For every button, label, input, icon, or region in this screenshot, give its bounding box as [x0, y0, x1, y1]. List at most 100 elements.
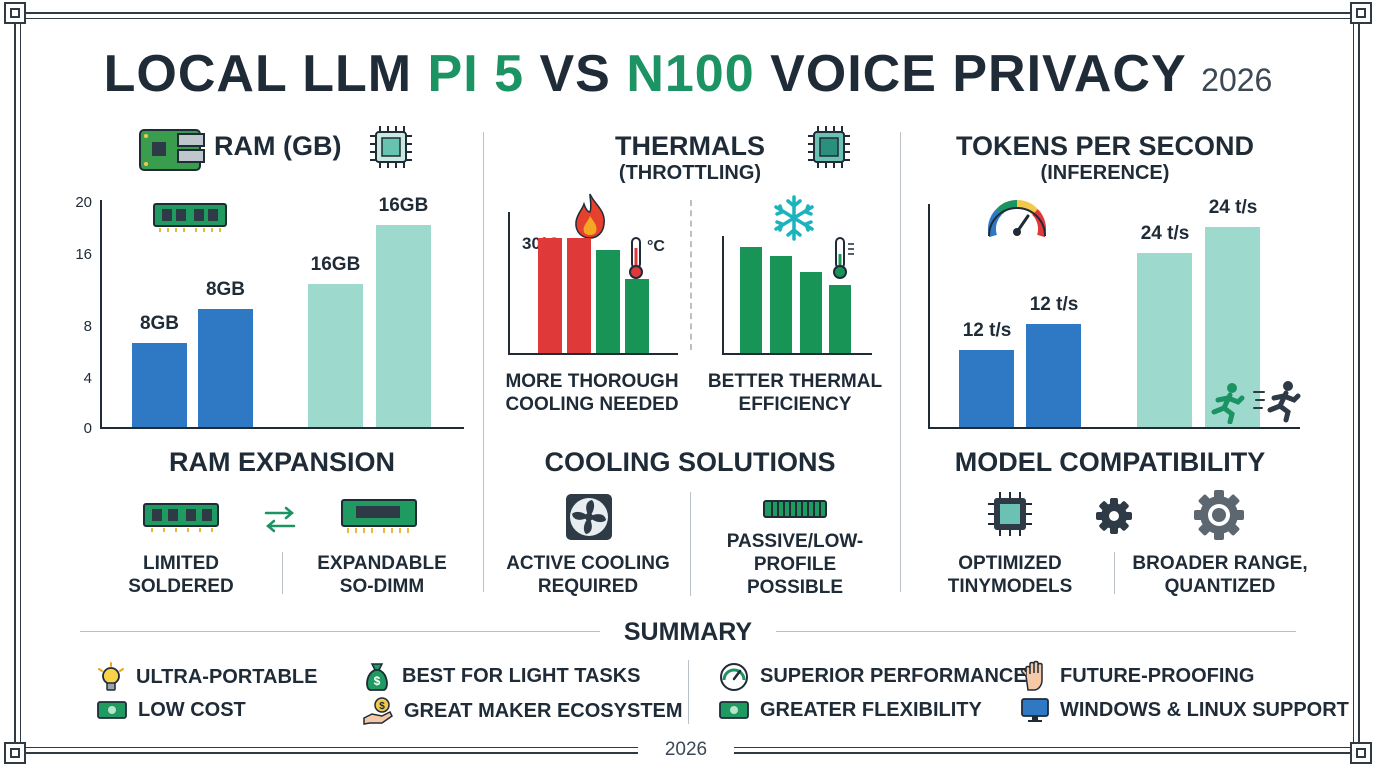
model-compatibility-title: MODEL COMPATIBILITY	[954, 447, 1266, 477]
so-dimm-icon	[341, 499, 417, 533]
money-bag-icon: $	[366, 663, 388, 691]
runner-green-icon	[1211, 383, 1245, 424]
thermal-right-x-axis	[722, 353, 872, 355]
speedometer-icon	[720, 663, 748, 691]
gear-large-icon	[1194, 490, 1244, 540]
tokens-bar	[1026, 324, 1081, 427]
soldered-ram-icon	[143, 503, 219, 532]
thermal-bar-cool	[770, 255, 792, 353]
ram-tick: 8	[83, 318, 92, 335]
svg-text:$: $	[374, 674, 381, 688]
corner-ornament	[4, 2, 26, 24]
tokens-bar-label: 12 t/s	[962, 320, 1012, 341]
snowflake-icon	[774, 195, 814, 241]
ram-bar	[308, 284, 363, 427]
cooling-solutions-title: COOLING SOLUTIONS	[544, 447, 836, 477]
tokens-title: TOKENS PER SECOND	[955, 131, 1255, 161]
cpu-chip-icon	[370, 126, 412, 168]
cpu-chip-icon	[988, 492, 1032, 536]
monitor-icon	[1021, 698, 1049, 722]
thermal-right-y-axis	[722, 236, 724, 355]
ram-bar	[376, 225, 431, 427]
title-n100: N100	[626, 45, 755, 103]
summary-rule-left	[80, 631, 600, 632]
swap-arrows-icon	[264, 506, 296, 533]
raspberry-pi-board-icon	[139, 129, 205, 171]
cash-icon	[719, 701, 749, 719]
celsius-label: °C	[647, 238, 665, 255]
summary-item: $ BEST FOR LIGHT TASKS	[362, 660, 641, 692]
thermal-bar-hot	[567, 238, 591, 353]
thermals-title: THERMALS	[615, 131, 765, 161]
corner-ornament	[4, 742, 26, 764]
column-divider	[483, 132, 484, 592]
tokens-bar-label: 24 t/s	[1208, 197, 1258, 218]
corner-ornament	[1350, 742, 1372, 764]
cpu-chip-icon	[808, 126, 850, 168]
summary-item: FUTURE-PROOFING	[1020, 660, 1254, 692]
passive-cooling-label: PASSIVE/LOW- PROFILE POSSIBLE	[726, 531, 864, 598]
gear-small-icon	[1096, 498, 1132, 534]
thermometer-cool-icon	[833, 237, 854, 279]
thermal-dashed-divider	[690, 200, 692, 350]
hand-icon	[1021, 660, 1043, 691]
ram-expansion-divider	[282, 552, 283, 594]
ram-expansion-title: RAM EXPANSION	[168, 447, 396, 477]
ram-stick-icon	[153, 203, 227, 232]
expandable-label: EXPANDABLE SO-DIMM	[317, 553, 447, 597]
summary-item: ULTRA-PORTABLE	[96, 662, 317, 692]
ram-tick: 4	[83, 370, 92, 387]
summary-label: GREAT MAKER ECOSYSTEM	[404, 699, 683, 722]
title-part1: LOCAL LLM	[103, 45, 428, 103]
cooling-divider	[690, 492, 691, 596]
summary-label: GREATER FLEXIBILITY	[760, 698, 982, 721]
summary-label: BEST FOR LIGHT TASKS	[402, 664, 641, 687]
summary-item: SUPERIOR PERFORMANCE	[718, 660, 1027, 692]
speedometer-icon	[987, 199, 1047, 238]
ram-tick: 16	[75, 246, 92, 263]
summary-label: LOW COST	[138, 698, 246, 721]
thermometer-hot-icon	[629, 237, 643, 279]
tokens-subtitle: (INFERENCE)	[1040, 162, 1170, 184]
title-vs: VS	[524, 45, 627, 103]
ram-tick: 0	[83, 420, 92, 437]
broader-range-label: BROADER RANGE, QUANTIZED	[1132, 553, 1308, 597]
ram-bar	[132, 343, 187, 427]
title-pi5: PI 5	[427, 45, 525, 103]
summary-item: GREATER FLEXIBILITY	[718, 697, 982, 723]
title-year: 2026	[1201, 62, 1273, 98]
thermal-bar-cool	[740, 247, 762, 353]
thermal-bar-hot	[538, 238, 562, 353]
summary-title: SUMMARY	[623, 618, 753, 646]
cash-icon	[97, 701, 127, 719]
ram-title: RAM (GB)	[214, 131, 342, 161]
ram-bar-label: 16GB	[378, 195, 429, 216]
thermals-subtitle: (THROTTLING)	[618, 162, 762, 184]
footer-plate	[638, 743, 734, 763]
thermal-efficiency-caption: BETTER THERMAL EFFICIENCY	[707, 371, 883, 415]
tokens-bar	[1205, 227, 1260, 427]
summary-item: LOW COST	[96, 697, 246, 723]
column-divider	[900, 132, 901, 592]
tokens-bar	[1137, 253, 1192, 427]
summary-label: WINDOWS & LINUX SUPPORT	[1060, 698, 1349, 721]
ram-y-axis	[100, 200, 102, 428]
ram-tick: 20	[75, 194, 92, 211]
lightbulb-icon	[98, 662, 124, 691]
tokens-bar-label: 12 t/s	[1029, 294, 1079, 315]
corner-ornament	[1350, 2, 1372, 24]
tokens-y-axis	[928, 204, 930, 428]
summary-item: $ GREAT MAKER ECOSYSTEM	[362, 696, 683, 726]
runner-dark-icon	[1253, 381, 1301, 423]
thermal-left-x-axis	[508, 353, 678, 355]
compat-divider	[1114, 552, 1115, 594]
flame-icon	[575, 193, 605, 239]
active-cooling-label: ACTIVE COOLING REQUIRED	[506, 553, 670, 597]
fan-icon	[566, 494, 612, 540]
ram-bar-label: 8GB	[205, 279, 246, 300]
summary-item: WINDOWS & LINUX SUPPORT	[1020, 696, 1349, 724]
soldered-label: LIMITED SOLDERED	[128, 553, 234, 597]
ram-bar-label: 8GB	[139, 313, 180, 334]
summary-label: FUTURE-PROOFING	[1060, 664, 1255, 687]
ram-bar-label: 16GB	[310, 254, 361, 275]
